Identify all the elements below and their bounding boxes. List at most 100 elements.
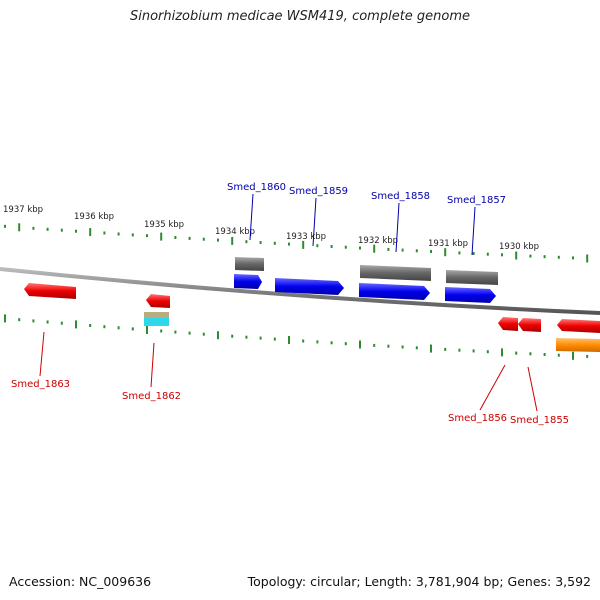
minor-tick — [401, 345, 404, 349]
minor-tick — [18, 318, 21, 322]
feature-orange[interactable] — [556, 338, 600, 352]
scale-ticks-bottom — [4, 314, 589, 360]
minor-tick — [472, 252, 475, 255]
minor-tick — [188, 331, 191, 335]
scale-label: 1936 kbp — [74, 212, 114, 222]
minor-tick — [146, 234, 148, 238]
gene-label-smed-1859[interactable]: Smed_1859 — [289, 186, 348, 197]
map-title: Sinorhizobium medicae WSM419, complete g… — [129, 9, 471, 24]
minor-tick — [103, 325, 106, 329]
minor-tick — [117, 326, 120, 330]
minor-tick — [103, 231, 106, 235]
major-tick — [572, 351, 574, 360]
minor-tick — [486, 350, 489, 354]
minor-tick — [273, 337, 276, 341]
minor-tick — [174, 236, 177, 239]
major-tick — [75, 320, 77, 329]
minor-tick — [245, 240, 248, 244]
minor-tick — [316, 340, 319, 344]
gene-label-smed-1862[interactable]: Smed_1862 — [122, 391, 181, 402]
major-tick — [160, 232, 163, 241]
leader-line — [312, 197, 317, 247]
minor-tick — [217, 238, 219, 242]
gene-smed-1858-arrow[interactable] — [359, 283, 430, 300]
minor-tick — [245, 335, 248, 339]
minor-tick — [89, 324, 92, 327]
gene-smed-1863-arrow[interactable] — [24, 283, 76, 299]
minor-tick — [330, 245, 333, 248]
major-tick — [18, 223, 21, 232]
minor-tick — [543, 353, 546, 356]
minor-tick — [515, 351, 518, 355]
minor-tick — [259, 241, 262, 244]
minor-tick — [259, 336, 262, 340]
scale-label: 1931 kbp — [428, 239, 468, 249]
minor-tick — [444, 347, 447, 351]
leader-line — [39, 331, 45, 377]
minor-tick — [458, 251, 461, 255]
gene-smed-1862-arrow[interactable] — [146, 294, 170, 308]
minor-tick — [529, 352, 532, 356]
minor-tick — [415, 249, 418, 253]
minor-tick — [174, 330, 177, 334]
gene-label-smed-1855[interactable]: Smed_1855 — [510, 415, 569, 426]
minor-tick — [344, 342, 347, 346]
scale-label: 1937 kbp — [3, 205, 43, 215]
minor-tick — [557, 255, 560, 259]
gene-smed-1855-arrow[interactable] — [518, 318, 541, 332]
feature-tan[interactable] — [144, 312, 169, 318]
minor-tick — [60, 321, 63, 325]
minor-tick — [430, 250, 432, 253]
scale-ticks-top — [4, 223, 589, 263]
scale-label: 1932 kbp — [358, 236, 398, 246]
leader-line — [527, 366, 538, 412]
gene-label-smed-1863[interactable]: Smed_1863 — [11, 379, 70, 390]
minor-tick — [373, 343, 376, 347]
minor-tick — [160, 329, 163, 333]
gene-smed-1860-arrow[interactable] — [234, 274, 262, 289]
minor-tick — [316, 244, 319, 248]
gene-smed-1859-arrow[interactable] — [275, 278, 344, 295]
genome-backbone — [0, 267, 600, 315]
leader-line — [395, 202, 400, 253]
major-tick — [146, 326, 148, 334]
major-tick — [217, 331, 219, 340]
minor-tick — [188, 236, 191, 240]
feature-grey[interactable] — [235, 257, 264, 271]
minor-tick — [359, 246, 361, 250]
major-tick — [515, 251, 518, 260]
major-tick — [586, 254, 589, 263]
major-tick — [4, 314, 6, 323]
feature-grey[interactable] — [360, 265, 431, 281]
minor-tick — [529, 254, 532, 258]
gene-label-smed-1856[interactable]: Smed_1856 — [448, 413, 507, 424]
major-tick — [373, 244, 376, 253]
minor-tick — [387, 247, 390, 251]
feature-grey[interactable] — [446, 270, 498, 285]
topology-summary: Topology: circular; Length: 3,781,904 bp… — [247, 574, 591, 589]
minor-tick — [458, 348, 461, 352]
accession-text: Accession: NC_009636 — [9, 574, 152, 589]
minor-tick — [32, 319, 35, 323]
major-tick — [501, 348, 503, 357]
gene-smed-1857-arrow[interactable] — [445, 287, 496, 303]
gene-label-smed-1857[interactable]: Smed_1857 — [447, 195, 506, 206]
feature-cyan[interactable] — [144, 318, 169, 326]
minor-tick — [330, 341, 333, 345]
minor-tick — [231, 334, 234, 338]
minor-tick — [202, 332, 205, 336]
leader-line — [249, 193, 254, 241]
gene-label-smed-1860[interactable]: Smed_1860 — [227, 182, 286, 193]
minor-tick — [117, 232, 120, 236]
gene-smed-1856-arrow[interactable] — [498, 317, 518, 331]
minor-tick — [401, 248, 404, 252]
major-tick — [444, 248, 447, 257]
gene-label-smed-1858[interactable]: Smed_1858 — [371, 191, 430, 202]
gene-red-offscreen[interactable] — [557, 319, 600, 333]
minor-tick — [131, 233, 134, 237]
scale-label: 1930 kbp — [499, 242, 539, 252]
major-tick — [231, 236, 234, 245]
minor-tick — [501, 253, 503, 257]
scale-label: 1933 kbp — [286, 232, 326, 242]
minor-tick — [543, 255, 546, 259]
